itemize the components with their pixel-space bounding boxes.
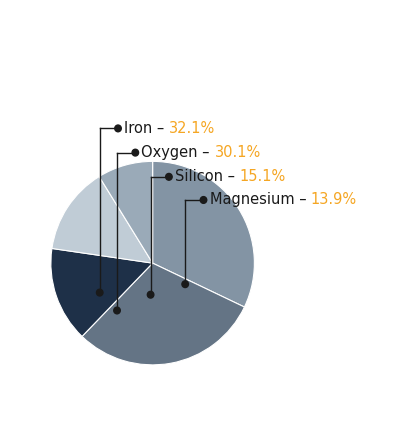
Text: 32.1%: 32.1% bbox=[169, 121, 215, 136]
Text: 30.1%: 30.1% bbox=[214, 145, 261, 160]
Text: Silicon –: Silicon – bbox=[175, 169, 240, 184]
Text: 13.9%: 13.9% bbox=[311, 192, 357, 208]
Text: 15.1%: 15.1% bbox=[240, 169, 286, 184]
Wedge shape bbox=[99, 161, 153, 263]
Wedge shape bbox=[153, 161, 254, 307]
Text: Iron –: Iron – bbox=[124, 121, 169, 136]
Text: Oxygen –: Oxygen – bbox=[142, 145, 214, 160]
Wedge shape bbox=[82, 263, 245, 365]
Text: Magnesium –: Magnesium – bbox=[210, 192, 311, 208]
Wedge shape bbox=[52, 176, 153, 263]
Wedge shape bbox=[51, 248, 153, 336]
